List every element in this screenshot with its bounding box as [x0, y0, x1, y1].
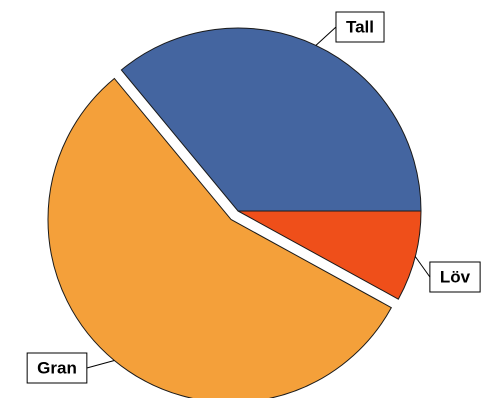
pie-slice: [237, 210, 422, 300]
slice-label: Löv: [440, 267, 471, 286]
label-box: [429, 261, 481, 293]
leader-line: [86, 359, 115, 369]
slice-label: Tall: [346, 17, 374, 36]
leader-line: [414, 256, 431, 278]
leader-line: [315, 26, 337, 46]
slice-label: Gran: [37, 358, 77, 377]
pie-slice: [120, 27, 422, 212]
